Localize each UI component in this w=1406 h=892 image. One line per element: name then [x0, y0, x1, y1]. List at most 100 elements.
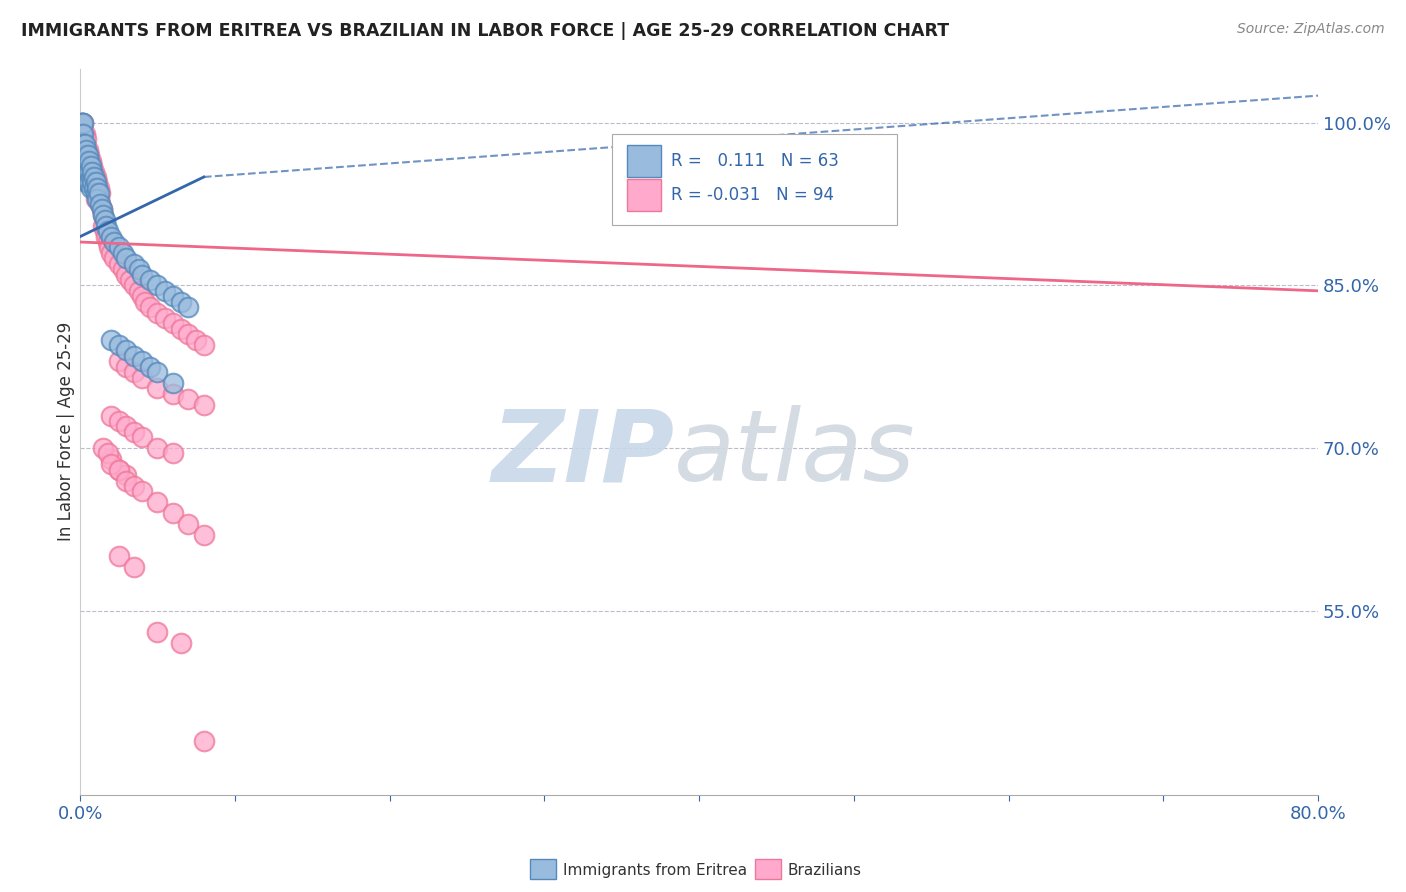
Point — [186, 333, 208, 347]
Point — [72, 148, 94, 162]
Point — [100, 409, 122, 423]
Point — [75, 143, 97, 157]
Point — [90, 202, 112, 217]
Point — [162, 317, 184, 331]
Point — [86, 181, 108, 195]
Point — [131, 484, 153, 499]
Point — [79, 159, 101, 173]
Point — [177, 300, 200, 314]
Point — [79, 164, 101, 178]
Point — [97, 446, 120, 460]
Point — [96, 229, 118, 244]
Point — [103, 252, 125, 266]
Point — [122, 365, 145, 379]
Point — [72, 116, 94, 130]
Point — [98, 240, 121, 254]
Point — [79, 175, 101, 189]
Text: IMMIGRANTS FROM ERITREA VS BRAZILIAN IN LABOR FORCE | AGE 25-29 CORRELATION CHAR: IMMIGRANTS FROM ERITREA VS BRAZILIAN IN … — [21, 22, 949, 40]
Point — [86, 192, 108, 206]
Point — [193, 734, 215, 748]
Point — [91, 208, 114, 222]
Point — [84, 181, 107, 195]
Point — [91, 219, 114, 233]
Point — [84, 175, 107, 189]
Point — [75, 164, 97, 178]
Point — [79, 148, 101, 162]
Point — [87, 186, 110, 201]
Point — [107, 240, 129, 254]
Point — [73, 148, 96, 162]
Point — [79, 169, 101, 184]
Point — [70, 127, 93, 141]
Point — [146, 495, 169, 509]
Point — [75, 175, 97, 189]
Point — [131, 354, 153, 368]
Point — [162, 506, 184, 520]
Point — [75, 143, 97, 157]
Point — [193, 338, 215, 352]
Point — [96, 219, 118, 233]
Point — [89, 197, 111, 211]
Point — [73, 169, 96, 184]
Point — [91, 441, 114, 455]
Point — [122, 278, 145, 293]
Point — [75, 153, 97, 168]
Point — [131, 268, 153, 282]
FancyBboxPatch shape — [627, 179, 661, 211]
FancyBboxPatch shape — [627, 145, 661, 177]
Point — [162, 376, 184, 390]
Point — [82, 169, 104, 184]
Point — [193, 398, 215, 412]
Point — [83, 175, 105, 189]
Point — [177, 392, 200, 407]
Point — [70, 137, 93, 152]
Point — [73, 159, 96, 173]
Point — [80, 169, 103, 184]
Point — [122, 349, 145, 363]
Point — [89, 186, 111, 201]
Point — [75, 153, 97, 168]
Point — [177, 516, 200, 531]
Point — [94, 213, 117, 227]
Point — [72, 127, 94, 141]
Point — [70, 116, 93, 130]
Point — [73, 159, 96, 173]
Point — [72, 116, 94, 130]
Point — [90, 202, 112, 217]
Point — [100, 229, 122, 244]
Point — [169, 322, 191, 336]
Text: Source: ZipAtlas.com: Source: ZipAtlas.com — [1237, 22, 1385, 37]
Point — [73, 137, 96, 152]
Point — [128, 262, 150, 277]
Point — [128, 284, 150, 298]
Point — [89, 197, 111, 211]
Point — [72, 137, 94, 152]
Point — [80, 159, 103, 173]
Point — [115, 359, 138, 374]
Point — [86, 186, 108, 201]
Point — [115, 268, 138, 282]
Point — [86, 175, 108, 189]
Point — [107, 257, 129, 271]
Point — [84, 169, 107, 184]
Point — [70, 127, 93, 141]
Point — [73, 127, 96, 141]
Point — [162, 446, 184, 460]
Point — [70, 116, 93, 130]
Point — [107, 463, 129, 477]
Point — [177, 327, 200, 342]
Point — [87, 181, 110, 195]
Point — [131, 370, 153, 384]
Point — [72, 148, 94, 162]
Point — [107, 463, 129, 477]
Point — [162, 289, 184, 303]
Point — [162, 387, 184, 401]
Point — [76, 143, 98, 157]
Point — [87, 192, 110, 206]
Point — [70, 116, 93, 130]
Point — [97, 224, 120, 238]
Point — [103, 235, 125, 249]
Point — [112, 245, 135, 260]
Point — [107, 414, 129, 428]
Point — [134, 294, 156, 309]
